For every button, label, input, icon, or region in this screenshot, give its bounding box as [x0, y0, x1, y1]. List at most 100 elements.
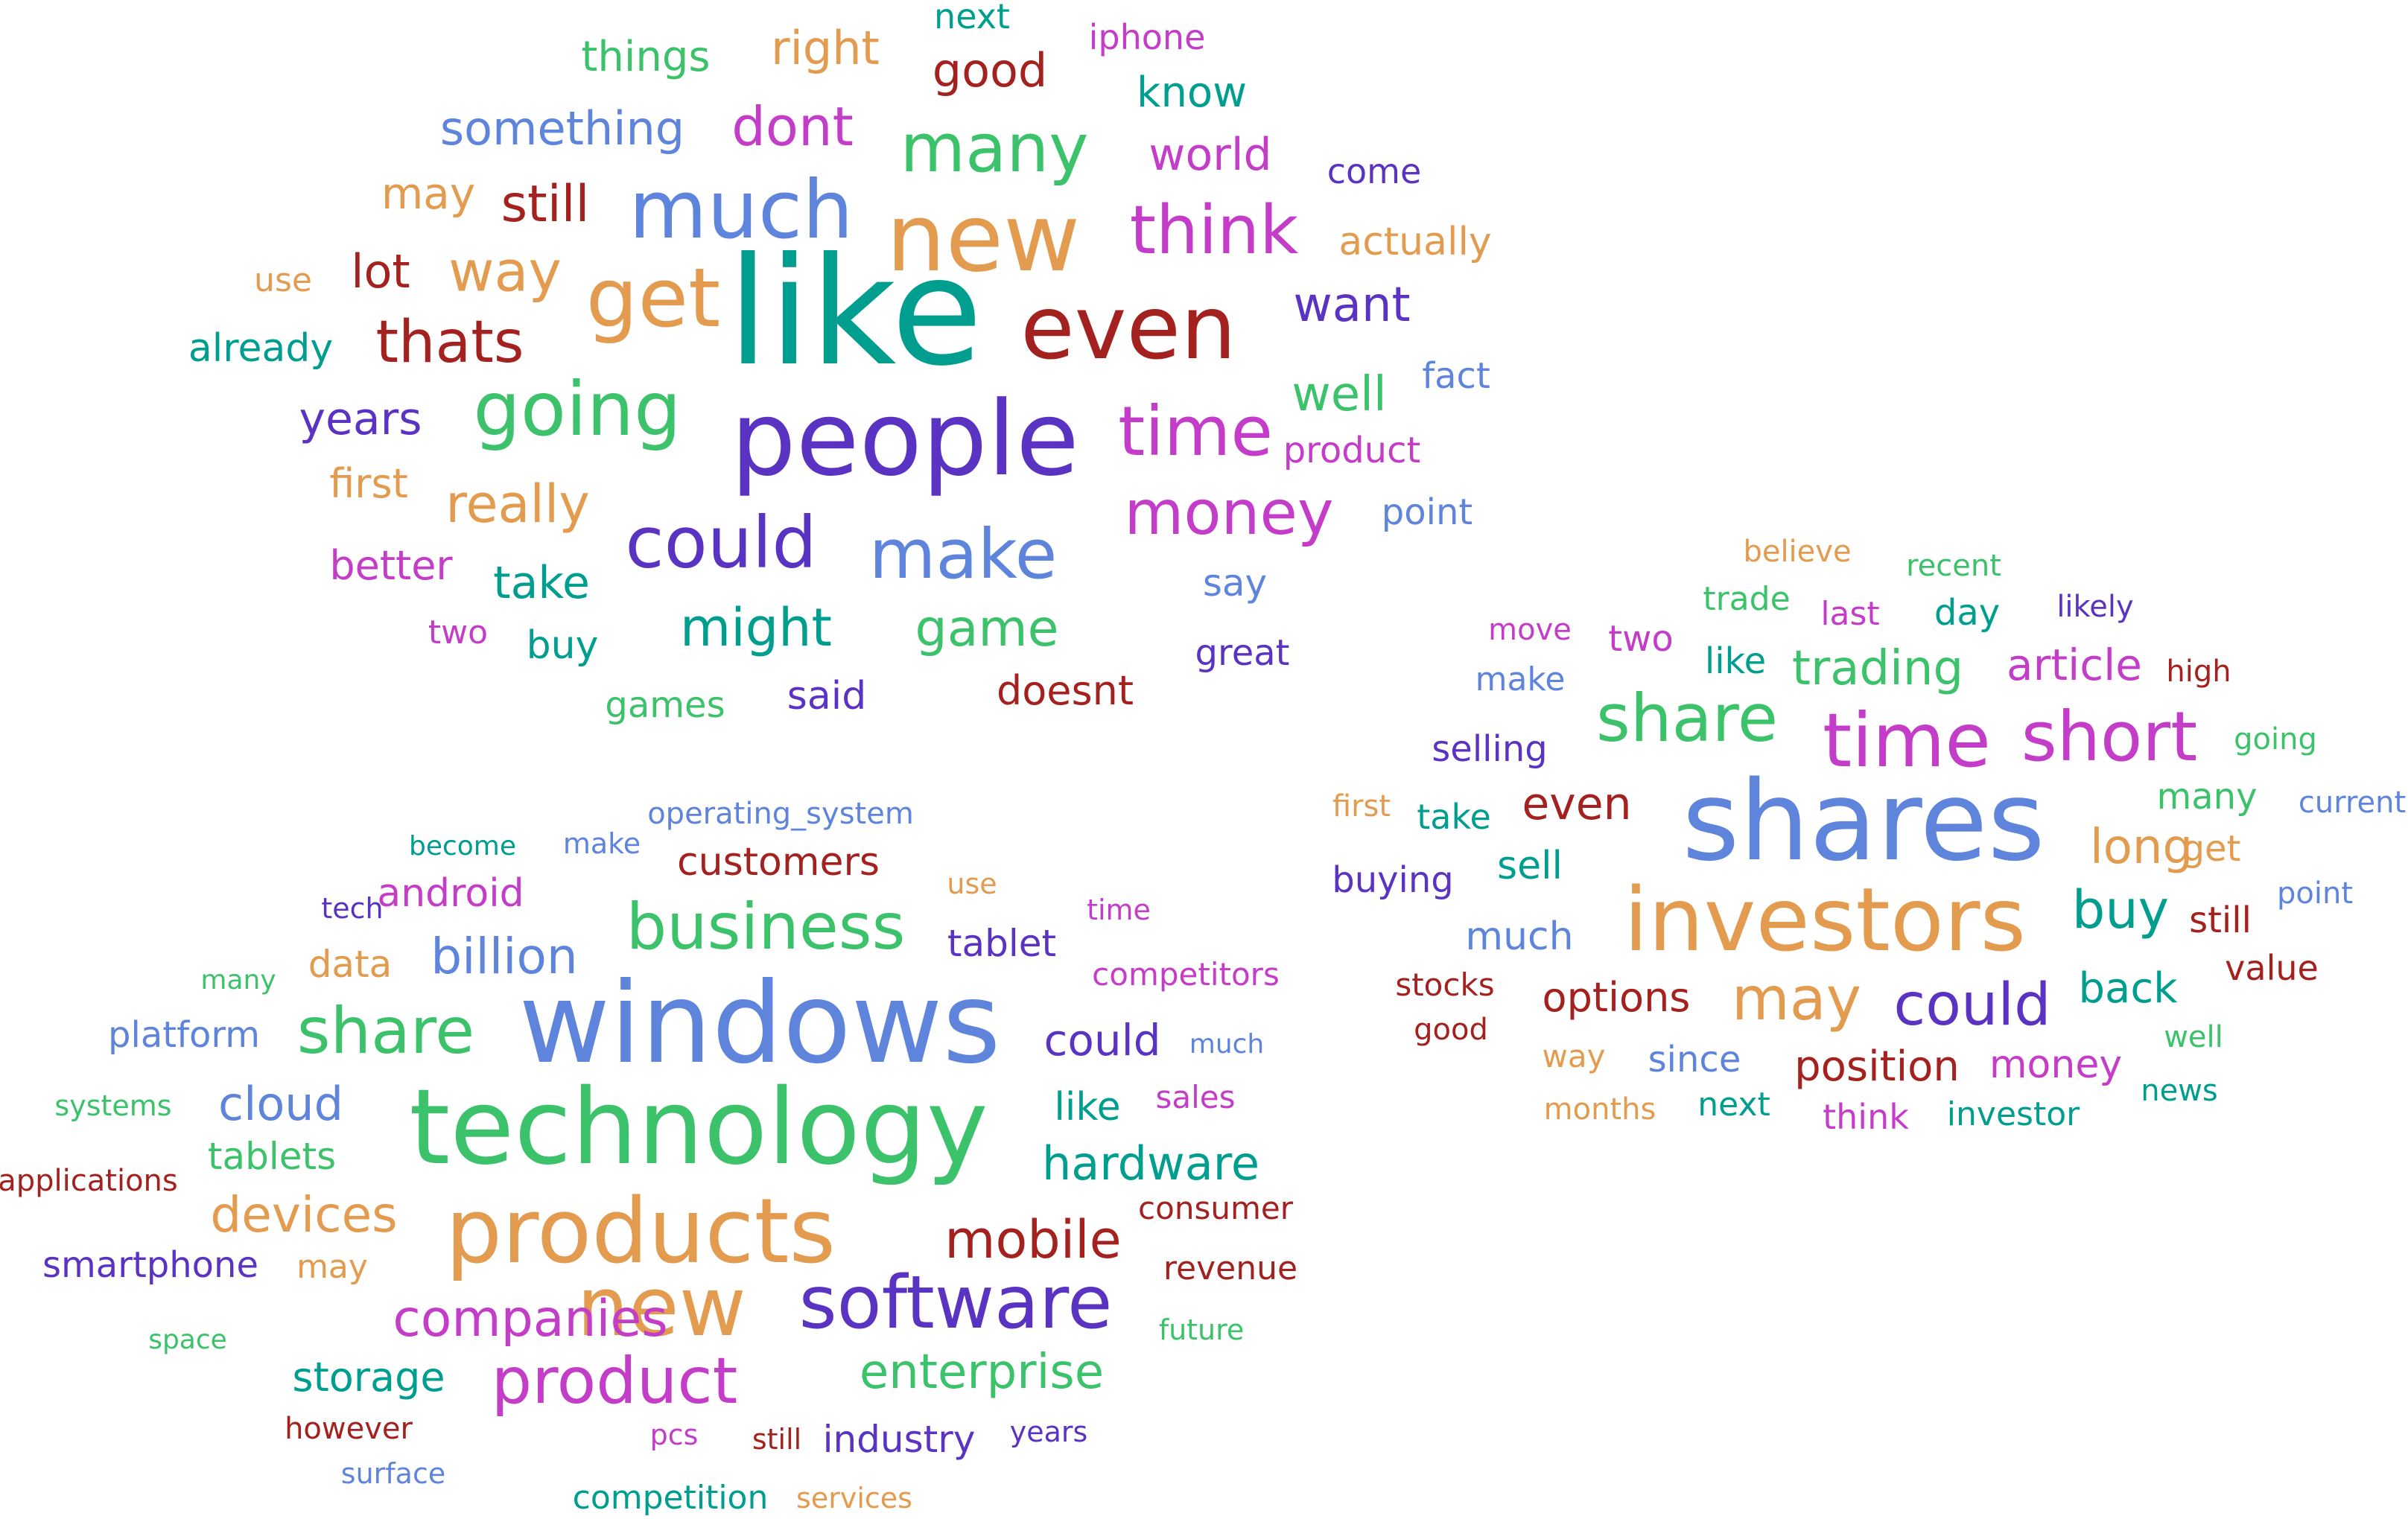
investing-word-get: get: [2182, 828, 2241, 870]
investing-word-next: next: [1697, 1086, 1770, 1124]
general-word-already: already: [188, 326, 334, 371]
technology-word-mobile: mobile: [944, 1209, 1122, 1270]
technology-word-tech: tech: [321, 892, 384, 925]
technology-word-competition: competition: [572, 1479, 769, 1517]
technology-word-cloud: cloud: [218, 1077, 343, 1131]
technology-word-could: could: [1043, 1015, 1161, 1066]
technology-word-platform: platform: [108, 1014, 260, 1056]
investing-word-going: going: [2234, 722, 2317, 757]
investing-word-article: article: [2007, 640, 2142, 690]
general-word-actually: actually: [1338, 220, 1492, 264]
technology-word-much: much: [1189, 1029, 1265, 1060]
investing-word-months: months: [1543, 1092, 1656, 1127]
technology-word-devices: devices: [210, 1186, 398, 1243]
technology-word-space: space: [148, 1325, 227, 1355]
investing-word-take: take: [1417, 797, 1491, 837]
investing-word-well: well: [2164, 1020, 2223, 1054]
technology-word-make: make: [562, 827, 641, 860]
technology-word-may: may: [296, 1248, 368, 1286]
investing-word-like: like: [1704, 640, 1767, 682]
general-word-fact: fact: [1422, 355, 1490, 397]
general-word-iphone: iphone: [1088, 17, 1206, 57]
technology-word-tablet: tablet: [947, 922, 1057, 965]
technology-word-share: share: [296, 994, 475, 1069]
general-word-way: way: [448, 238, 562, 305]
general-word-take: take: [493, 557, 590, 609]
investing-word-stocks: stocks: [1395, 967, 1495, 1003]
general-word-get: get: [585, 250, 721, 345]
general-word-said: said: [787, 674, 867, 719]
technology-word-many: many: [200, 965, 276, 996]
general-word-really: really: [445, 474, 590, 535]
general-word-things: things: [581, 33, 711, 81]
general-word-doesnt: doesnt: [996, 667, 1134, 714]
investing-word-move: move: [1488, 613, 1572, 647]
technology-word-years: years: [1009, 1415, 1088, 1448]
investing-word-many: many: [2156, 776, 2258, 818]
investing-word-much: much: [1465, 914, 1574, 959]
technology-word-product: product: [491, 1344, 738, 1418]
general-word-better: better: [329, 542, 453, 589]
investing-word-back: back: [2078, 964, 2178, 1013]
technology-word-data: data: [308, 943, 393, 986]
technology-word-still: still: [752, 1423, 802, 1456]
general-word-many: many: [900, 109, 1089, 188]
technology-word-android: android: [377, 871, 524, 916]
investing-word-buying: buying: [1332, 859, 1454, 901]
investing-word-make: make: [1475, 660, 1566, 698]
general-word-new: new: [886, 183, 1081, 293]
technology-word-services: services: [796, 1482, 912, 1515]
investing-word-may: may: [1731, 964, 1862, 1034]
technology-word-new: new: [576, 1259, 746, 1354]
general-word-two: two: [428, 614, 489, 652]
investing-word-short: short: [2021, 697, 2198, 777]
general-word-could: could: [625, 502, 817, 585]
general-word-want: want: [1293, 278, 1411, 333]
general-word-people: people: [731, 379, 1079, 499]
investing-word-options: options: [1542, 974, 1691, 1021]
general-word-good: good: [932, 43, 1048, 98]
general-word-even: even: [1020, 276, 1236, 379]
technology-word-systems: systems: [54, 1089, 172, 1122]
general-word-still: still: [501, 175, 590, 234]
general-word-buy: buy: [526, 623, 599, 668]
general-word-going: going: [473, 366, 682, 453]
general-word-thats: thats: [375, 309, 524, 376]
general-word-know: know: [1137, 69, 1247, 117]
technology-word-become: become: [408, 831, 517, 862]
technology-word-software: software: [798, 1261, 1113, 1346]
general-word-first: first: [329, 460, 408, 507]
investing-word-since: since: [1648, 1039, 1741, 1080]
general-word-point: point: [1381, 491, 1473, 533]
investing-word-even: even: [1522, 778, 1632, 830]
general-word-much: much: [629, 164, 854, 257]
investing-word-long: long: [2089, 820, 2193, 875]
investing-word-two: two: [1608, 618, 1674, 660]
investing-word-current: current: [2298, 786, 2407, 820]
general-word-may: may: [381, 168, 476, 219]
general-word-next: next: [934, 0, 1010, 36]
general-word-great: great: [1195, 632, 1290, 674]
investing-word-sell: sell: [1497, 844, 1563, 888]
technology-word-technology: technology: [409, 1067, 988, 1188]
investing-word-investor: investor: [1946, 1095, 2080, 1133]
technology-word-use: use: [947, 867, 997, 900]
general-word-right: right: [771, 21, 880, 75]
investing-word-day: day: [1934, 592, 2001, 634]
technology-word-windows: windows: [518, 959, 1001, 1089]
technology-word-like: like: [1054, 1085, 1121, 1130]
investing-word-first: first: [1332, 789, 1391, 824]
technology-word-enterprise: enterprise: [859, 1345, 1105, 1400]
investing-word-shares: shares: [1682, 757, 2045, 885]
investing-word-trading: trading: [1791, 641, 1964, 696]
general-word-lot: lot: [351, 244, 410, 299]
technology-word-hardware: hardware: [1041, 1136, 1260, 1191]
technology-word-companies: companies: [393, 1290, 668, 1348]
investing-word-believe: believe: [1743, 535, 1852, 569]
investing-word-way: way: [1542, 1038, 1606, 1074]
investing-word-position: position: [1794, 1042, 1960, 1091]
technology-word-applications: applications: [0, 1164, 178, 1198]
